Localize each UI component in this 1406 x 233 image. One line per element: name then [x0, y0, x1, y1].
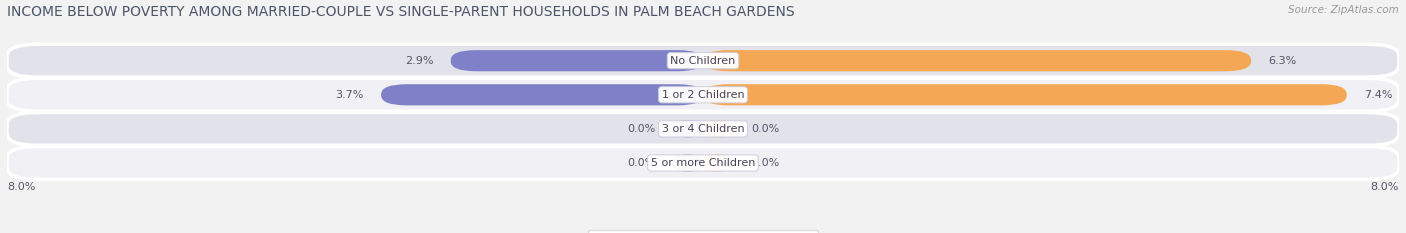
- FancyBboxPatch shape: [703, 50, 1251, 71]
- Text: 8.0%: 8.0%: [1371, 182, 1399, 192]
- Text: 3.7%: 3.7%: [336, 90, 364, 100]
- Text: 7.4%: 7.4%: [1364, 90, 1393, 100]
- FancyBboxPatch shape: [7, 113, 1399, 145]
- Text: 6.3%: 6.3%: [1268, 56, 1296, 66]
- Text: 0.0%: 0.0%: [627, 124, 655, 134]
- FancyBboxPatch shape: [451, 50, 703, 71]
- Text: 0.0%: 0.0%: [751, 158, 779, 168]
- Text: Source: ZipAtlas.com: Source: ZipAtlas.com: [1288, 5, 1399, 15]
- Text: No Children: No Children: [671, 56, 735, 66]
- FancyBboxPatch shape: [7, 147, 1399, 179]
- Text: INCOME BELOW POVERTY AMONG MARRIED-COUPLE VS SINGLE-PARENT HOUSEHOLDS IN PALM BE: INCOME BELOW POVERTY AMONG MARRIED-COUPL…: [7, 5, 794, 19]
- Text: 2.9%: 2.9%: [405, 56, 433, 66]
- Text: 0.0%: 0.0%: [627, 158, 655, 168]
- FancyBboxPatch shape: [672, 120, 703, 137]
- FancyBboxPatch shape: [381, 84, 703, 105]
- Text: 1 or 2 Children: 1 or 2 Children: [662, 90, 744, 100]
- FancyBboxPatch shape: [703, 84, 1347, 105]
- Legend: Married Couples, Single Parents: Married Couples, Single Parents: [588, 230, 818, 233]
- Text: 5 or more Children: 5 or more Children: [651, 158, 755, 168]
- Text: 0.0%: 0.0%: [751, 124, 779, 134]
- Text: 8.0%: 8.0%: [7, 182, 35, 192]
- FancyBboxPatch shape: [7, 44, 1399, 77]
- Text: 3 or 4 Children: 3 or 4 Children: [662, 124, 744, 134]
- FancyBboxPatch shape: [703, 120, 734, 137]
- FancyBboxPatch shape: [7, 79, 1399, 111]
- FancyBboxPatch shape: [703, 154, 734, 171]
- FancyBboxPatch shape: [672, 154, 703, 171]
